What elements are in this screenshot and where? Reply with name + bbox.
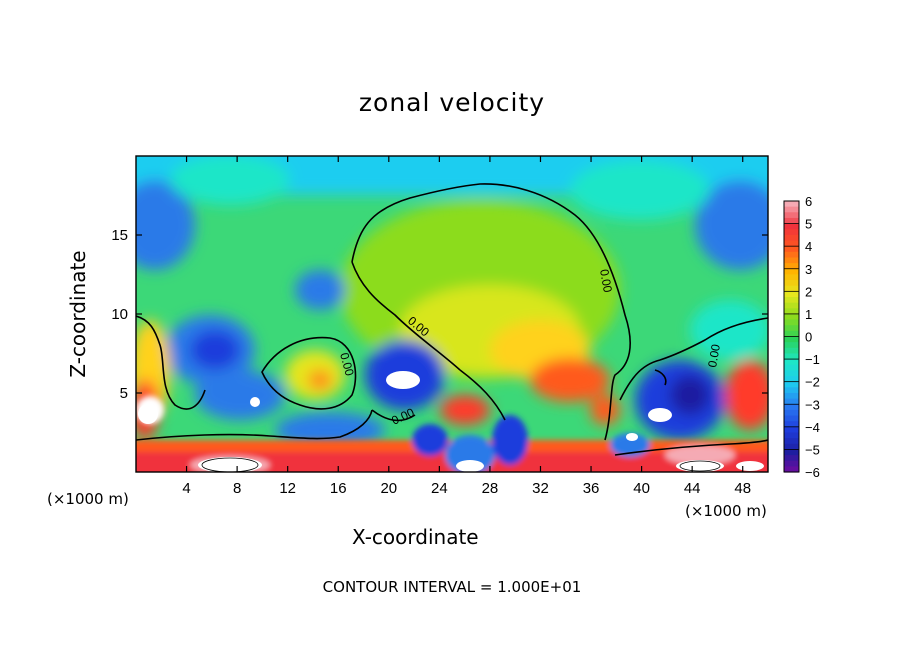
- y-axis-ticks: 5 10 15: [111, 227, 768, 402]
- colorbar-band: [784, 313, 799, 321]
- colorbar-tick-label: −5: [805, 442, 820, 457]
- colorbar-band: [784, 285, 799, 292]
- y-tick-label: 10: [111, 306, 128, 323]
- x-axis-label: X-coordinate: [352, 525, 479, 549]
- colorbar-band: [784, 449, 799, 456]
- colorbar-band: [784, 432, 799, 439]
- colorbar-band: [784, 370, 799, 377]
- x-axis-ticks: 4 8 12 16 20 24 28 32 36 40 44 48: [182, 156, 751, 497]
- colorbar-band: [784, 359, 799, 366]
- colorbar-band: [784, 398, 799, 405]
- colorbar-band: [784, 274, 799, 281]
- colorbar-band: [784, 404, 799, 411]
- heatmap-field: [136, 156, 768, 472]
- x-tick-label: 20: [380, 480, 397, 497]
- zero-contours: [136, 183, 768, 456]
- colorbar-band: [784, 234, 799, 242]
- x-tick-label: 28: [482, 480, 499, 497]
- colorbar-band: [784, 421, 799, 428]
- colorbar-band: [784, 212, 799, 219]
- colorbar-band: [784, 263, 799, 270]
- colorbar-band: [784, 415, 799, 422]
- colorbar-band: [784, 201, 799, 208]
- x-tick-label: 36: [583, 480, 600, 497]
- colorbar-band: [784, 409, 799, 417]
- contour-interval-note: CONTOUR INTERVAL = 1.000E+01: [322, 578, 582, 596]
- chart-title: zonal velocity: [358, 88, 546, 117]
- colorbar-band: [784, 364, 799, 371]
- colorbar-tick-label: 0: [805, 330, 812, 345]
- colorbar-band: [784, 466, 799, 473]
- colorbar-band: [784, 342, 799, 349]
- colorbar-tick-label: 1: [805, 307, 812, 322]
- colorbar-band: [784, 347, 799, 355]
- colorbar-band: [784, 223, 799, 230]
- x-tick-label: 16: [330, 480, 347, 497]
- colorbar-tick-label: 6: [805, 194, 812, 209]
- colorbar-band: [784, 308, 799, 315]
- colorbar-tick-label: 2: [805, 284, 812, 299]
- y-unit-label: (×1000 m): [47, 490, 129, 508]
- colorbar-band: [784, 381, 799, 388]
- colorbar-band: [784, 206, 799, 213]
- colorbar-band: [784, 392, 799, 400]
- x-tick-label: 8: [233, 480, 241, 497]
- y-tick-label: 15: [111, 227, 128, 244]
- colorbar-tick-label: −4: [805, 420, 820, 435]
- colorbar-band: [784, 291, 799, 298]
- colorbar-band: [784, 387, 799, 394]
- x-tick-label: 24: [431, 480, 448, 497]
- colorbar-band: [784, 353, 799, 360]
- x-tick-label: 48: [734, 480, 751, 497]
- colorbar-band: [784, 336, 799, 343]
- colorbar-tick-label: 5: [805, 217, 812, 232]
- colorbar-band: [784, 460, 799, 467]
- colorbar-tick-label: −6: [805, 465, 820, 480]
- colorbar-band: [784, 325, 799, 332]
- colorbar-tick-label: −1: [805, 352, 820, 367]
- colorbar-band: [784, 246, 799, 253]
- y-tick-label: 5: [120, 385, 128, 402]
- colorbar-band: [784, 319, 799, 326]
- contour-label: 0.00: [337, 351, 357, 377]
- x-tick-label: 4: [182, 480, 190, 497]
- colorbar-band: [784, 217, 799, 225]
- colorbar-band: [784, 426, 799, 434]
- colorbar-band: [784, 268, 799, 275]
- colorbar-band: [784, 376, 799, 383]
- colorbar-band: [784, 438, 799, 445]
- x-tick-label: 12: [279, 480, 296, 497]
- colorbar-tick-label: −2: [805, 375, 820, 390]
- contour-label: 0.00: [597, 268, 615, 294]
- x-unit-label: (×1000 m): [685, 502, 767, 520]
- colorbar-band: [784, 240, 799, 247]
- colorbar-band: [784, 296, 799, 304]
- colorbar-band: [784, 251, 799, 259]
- contour-label: 0.00: [705, 343, 723, 369]
- colorbar-band: [784, 280, 799, 287]
- x-tick-label: 32: [532, 480, 549, 497]
- colorbar-tick-label: −3: [805, 397, 820, 412]
- colorbar-band: [784, 302, 799, 309]
- colorbar-tick-label: 4: [805, 239, 812, 254]
- colorbar-tick-label: 3: [805, 262, 812, 277]
- colorbar-band: [784, 443, 799, 451]
- colorbar-band: [784, 455, 799, 462]
- x-tick-label: 44: [684, 480, 701, 497]
- colorbar: 6 5 4 3 2 1 0 −1 −2 −3 −4 −5 −6: [783, 194, 820, 480]
- colorbar-band: [784, 330, 799, 338]
- colorbar-band: [784, 257, 799, 264]
- colorbar-band: [784, 229, 799, 236]
- y-axis-label: Z-coordinate: [66, 250, 90, 378]
- x-tick-label: 40: [633, 480, 650, 497]
